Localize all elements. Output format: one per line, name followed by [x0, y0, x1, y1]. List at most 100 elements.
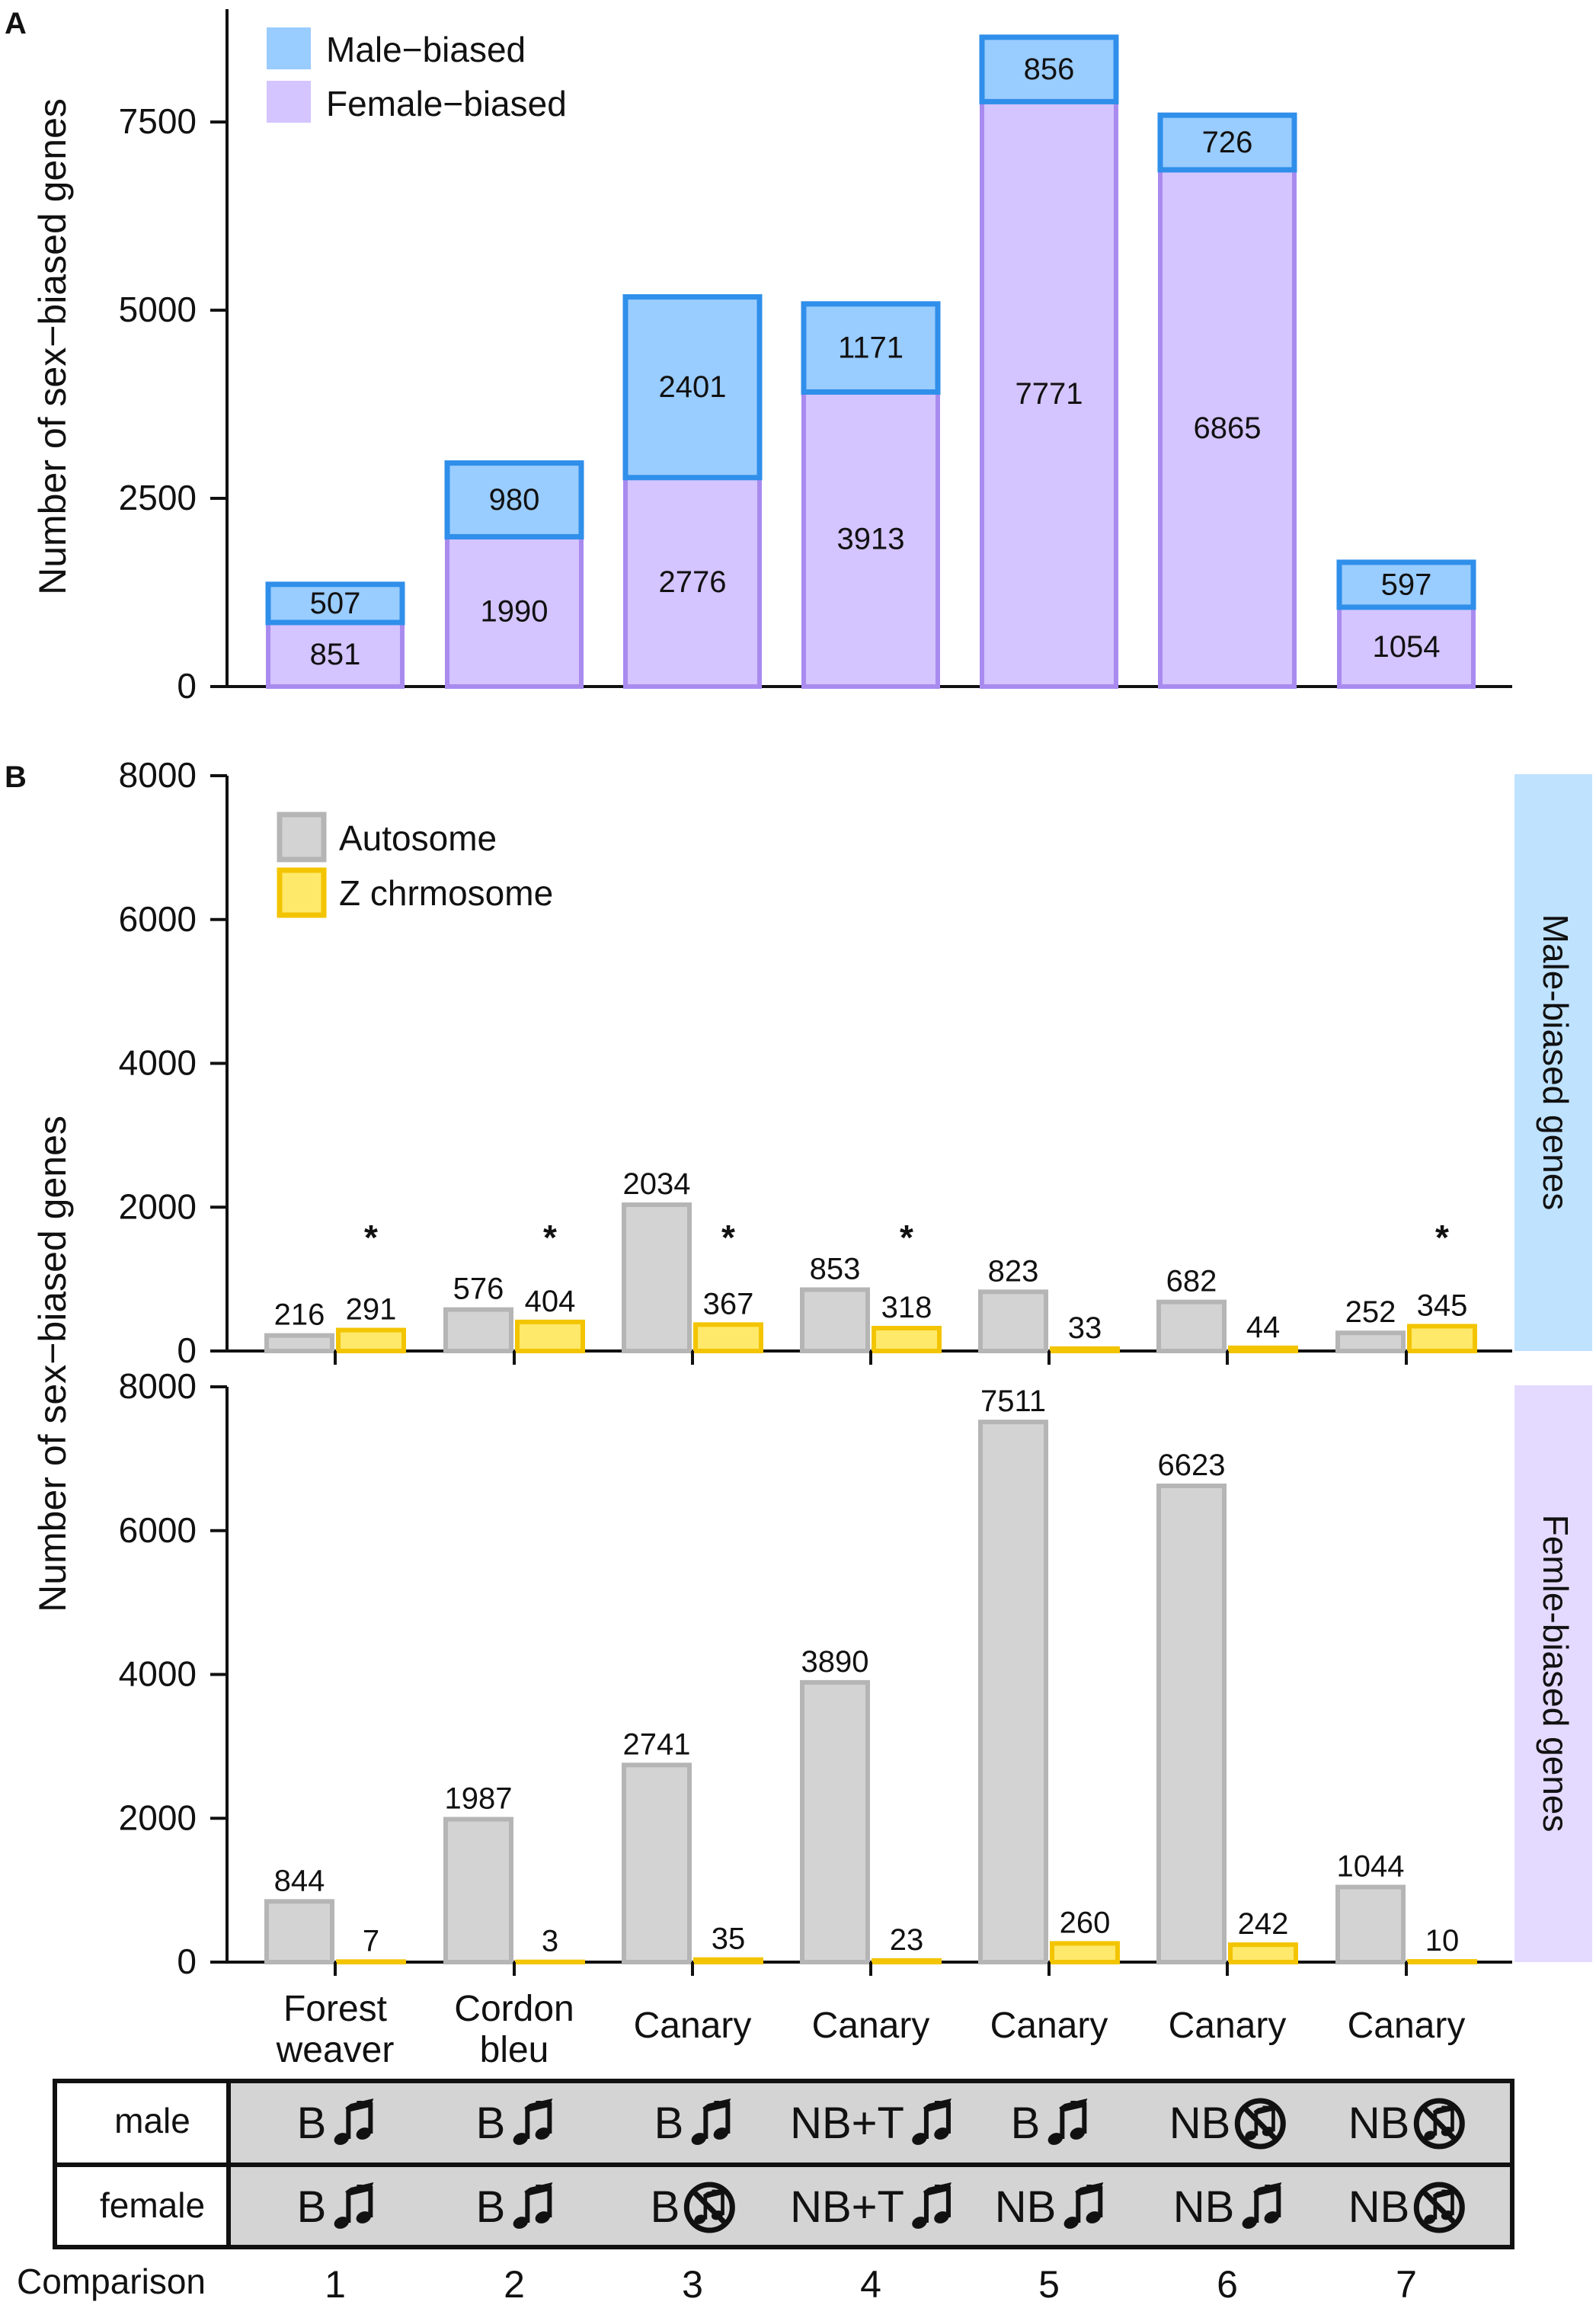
bar-female-biased [1337, 604, 1476, 690]
data-label-male-biased: 856 [1024, 53, 1075, 86]
significance-mark: * [900, 1218, 913, 1257]
species-label-line2: weaver [276, 2030, 395, 2070]
condition-label: B [476, 2182, 506, 2232]
comparison-label: Comparison [17, 2262, 206, 2301]
species-label: Canary [990, 2006, 1108, 2046]
condition-label: B [1011, 2099, 1041, 2148]
data-label-male-biased: 980 [489, 483, 540, 517]
condition-label: B [476, 2099, 506, 2148]
bar-autosome [264, 1333, 334, 1353]
bar-autosome [1156, 1483, 1227, 1964]
comparison-number: 5 [1038, 2263, 1060, 2305]
comparison-number: 2 [504, 2263, 525, 2305]
legend-swatch-autosome [277, 812, 327, 863]
condition-label: NB+T [790, 2182, 904, 2232]
panel-a-y-tick-label: 7500 [119, 101, 197, 141]
data-label-autosome: 6623 [1158, 1449, 1226, 1482]
bar-autosome [800, 1679, 870, 1965]
panel-label-b: B [5, 760, 27, 794]
table-cell-female: NB+T [790, 2182, 952, 2232]
bar-z-chromosome [693, 1322, 763, 1354]
table-cells: B B B NB+T B NB NBB B B NB+T NB NB NB [297, 2098, 1465, 2233]
table-cell-female: NB [1348, 2182, 1465, 2233]
legend-swatch-female-biased [267, 81, 311, 123]
data-label-z-chromosome: 3 [542, 1925, 558, 1958]
bar-male-biased [1336, 559, 1476, 610]
data-label-autosome: 844 [274, 1864, 325, 1897]
panel-a-y-tick-label: 0 [177, 666, 197, 706]
facet-strip-male-background [1514, 774, 1592, 1351]
bar-autosome [443, 1307, 513, 1354]
bar-autosome [978, 1289, 1048, 1353]
comparison-number: 7 [1396, 2263, 1417, 2305]
data-label-z-chromosome: 367 [703, 1287, 754, 1321]
panel-b-y-axis-label: Number of sex−biased genes [31, 1116, 74, 1612]
data-label-autosome: 853 [810, 1252, 861, 1285]
facet-strip-female: Femle-biased genes [1514, 1385, 1592, 1962]
bar-z-chromosome [1228, 1345, 1298, 1354]
bar-autosome [978, 1420, 1048, 1965]
panel-b-y-tick-label: 0 [177, 1330, 197, 1370]
data-label-z-chromosome: 44 [1246, 1311, 1281, 1344]
bar-z-chromosome [1407, 1324, 1477, 1354]
species-label-line2: bleu [480, 2030, 549, 2070]
data-label-female-biased: 2776 [659, 565, 727, 599]
condition-label: B [651, 2182, 680, 2232]
bar-autosome [1335, 1330, 1406, 1354]
legend-label-z-chromosome: Z chrmosome [339, 873, 553, 913]
data-label-female-biased: 1054 [1373, 630, 1441, 664]
condition-label: NB [1173, 2182, 1235, 2232]
species-label: Canary [1169, 2006, 1287, 2046]
condition-label: NB+T [790, 2099, 904, 2148]
data-label-female-biased: 851 [310, 638, 361, 671]
data-label-female-biased: 3913 [837, 523, 905, 556]
data-label-z-chromosome: 35 [712, 1922, 746, 1956]
bar-autosome [622, 1762, 692, 1964]
data-label-z-chromosome: 291 [346, 1293, 397, 1327]
legend-label-autosome: Autosome [339, 818, 497, 858]
no-music-icon [683, 2182, 735, 2233]
panel-b-y-tick-label: 4000 [119, 1654, 197, 1694]
condition-label: B [297, 2099, 327, 2148]
panel-b-legend: Autosome Z chrmosome [277, 812, 553, 918]
bar-autosome [264, 1899, 334, 1964]
bar-male-biased [1157, 112, 1297, 173]
bar-z-chromosome [872, 1325, 942, 1354]
panel-b-y-tick-label: 8000 [119, 755, 197, 795]
data-label-autosome: 2741 [623, 1727, 691, 1761]
bar-male-biased [801, 301, 941, 395]
bar-autosome [1335, 1884, 1406, 1964]
table-cell-male: B [1011, 2099, 1088, 2148]
species-label: Canary [812, 2006, 930, 2046]
bar-z-chromosome [336, 1327, 406, 1353]
comparison-number: 1 [325, 2263, 346, 2305]
facet-strip-female-label: Femle-biased genes [1536, 1515, 1575, 1833]
bar-z-chromosome [1228, 1942, 1298, 1964]
bar-autosome [443, 1817, 513, 1964]
data-label-z-chromosome: 260 [1060, 1906, 1111, 1939]
data-label-autosome: 216 [274, 1298, 325, 1332]
significance-mark: * [721, 1218, 735, 1257]
data-label-autosome: 2034 [623, 1167, 691, 1201]
bar-z-chromosome [1407, 1959, 1477, 1964]
condition-label: NB [995, 2182, 1057, 2232]
data-label-autosome: 7511 [980, 1385, 1046, 1418]
panel-b-y-tick-label: 4000 [119, 1043, 197, 1083]
data-label-autosome: 576 [453, 1273, 504, 1306]
data-label-male-biased: 1171 [838, 331, 904, 365]
condition-label: NB [1348, 2182, 1410, 2232]
table-cell-male: B [476, 2099, 553, 2148]
panel-a-y-tick-label: 5000 [119, 290, 197, 329]
table-cell-female: B [651, 2182, 735, 2233]
table-cell-female: NB [995, 2182, 1104, 2232]
comparison-numbers: 1 2 3 4 5 6 7 [325, 2263, 1417, 2305]
data-label-z-chromosome: 318 [881, 1291, 932, 1324]
bar-z-chromosome [1050, 1346, 1120, 1353]
table-cell-male: B [654, 2099, 731, 2148]
data-label-male-biased: 2401 [659, 370, 727, 404]
bar-male-biased [444, 460, 584, 539]
data-label-female-biased: 7771 [1015, 377, 1083, 411]
species-label-line1: Cordon [454, 1989, 574, 2029]
